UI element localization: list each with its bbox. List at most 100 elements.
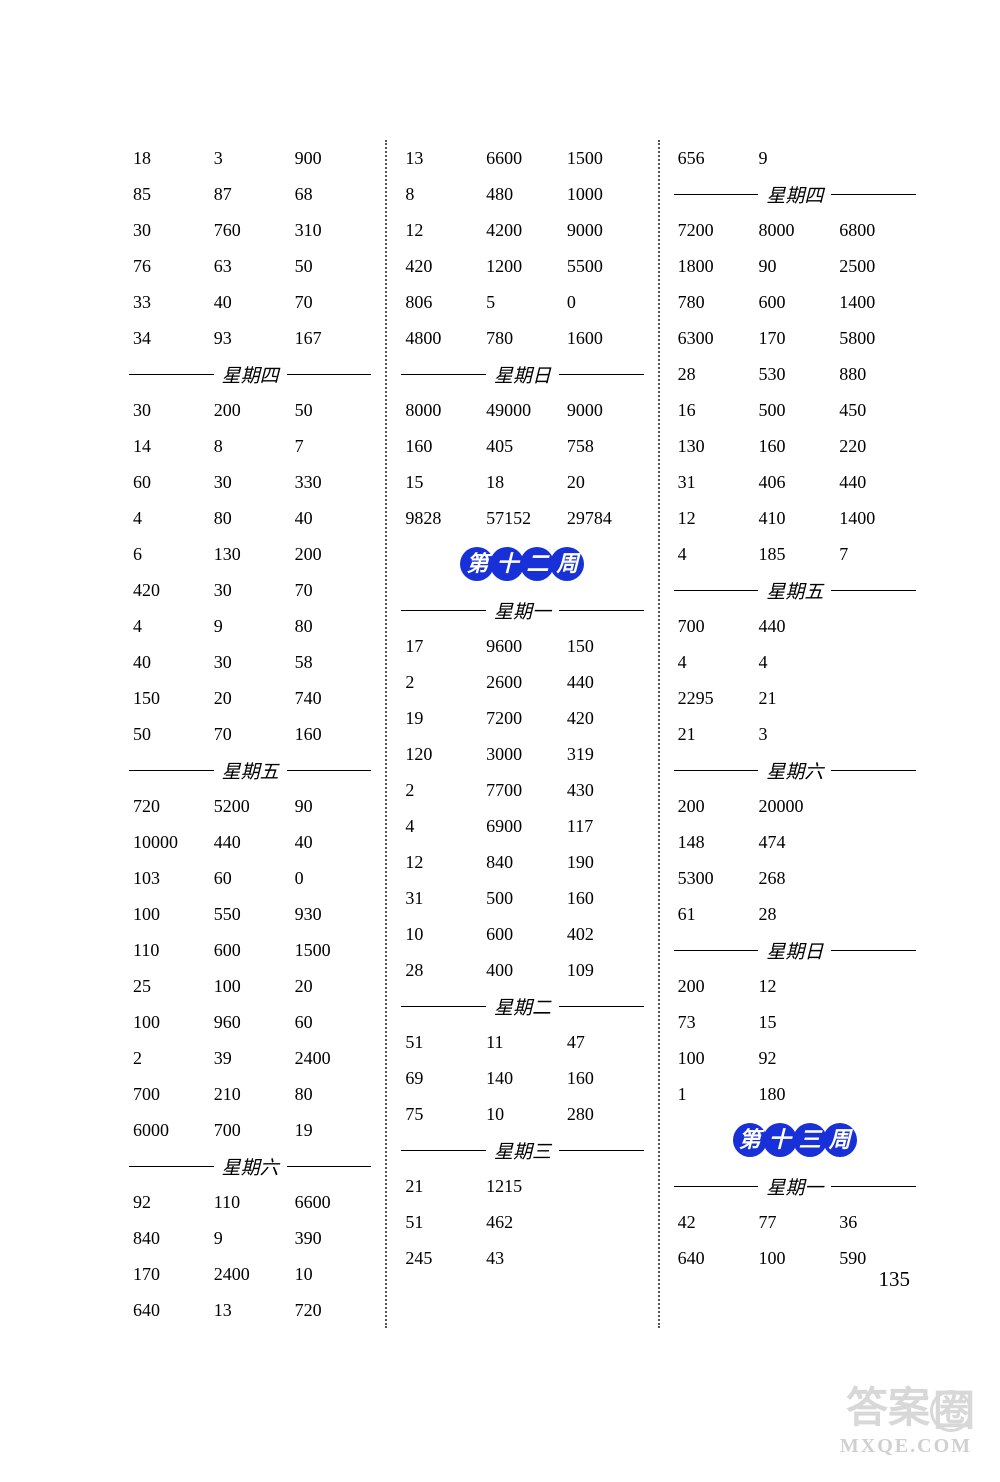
heading-line: [559, 374, 644, 375]
data-cell: 14: [129, 428, 210, 464]
data-cell: 69: [401, 1060, 482, 1096]
data-cell: 93: [210, 320, 291, 356]
data-row: 2392400: [129, 1040, 371, 1076]
data-row: 511147: [401, 1024, 643, 1060]
data-row: 6128: [674, 896, 916, 932]
data-cell: 9000: [563, 392, 644, 428]
watermark-char-circle: 圈: [930, 1390, 972, 1432]
data-row: 41857: [674, 536, 916, 572]
data-cell: 100: [754, 1240, 835, 1276]
data-cell: 7200: [482, 700, 563, 736]
data-cell: 6800: [835, 212, 916, 248]
day-label: 星期四: [220, 361, 281, 388]
data-cell: 9000: [563, 212, 644, 248]
data-cell: 0: [291, 860, 372, 896]
data-cell: 160: [754, 428, 835, 464]
heading-line: [831, 950, 916, 951]
data-cell: 15: [401, 464, 482, 500]
data-cell: 780: [674, 284, 755, 320]
data-cell: 31: [674, 464, 755, 500]
data-cell: 51: [401, 1024, 482, 1060]
data-cell: [835, 716, 916, 752]
data-cell: 310: [291, 212, 372, 248]
heading-line: [287, 374, 372, 375]
data-cell: 500: [482, 880, 563, 916]
data-cell: 1800: [674, 248, 755, 284]
data-row: 1106001500: [129, 932, 371, 968]
data-cell: 9828: [401, 500, 482, 536]
data-row: 183900: [129, 140, 371, 176]
data-cell: 8: [401, 176, 482, 212]
data-cell: 100: [210, 968, 291, 1004]
column: 1366001500848010001242009000420120055008…: [385, 140, 657, 1328]
data-cell: 160: [291, 716, 372, 752]
data-cell: 40: [129, 644, 210, 680]
data-cell: 474: [754, 824, 835, 860]
day-label: 星期五: [764, 577, 825, 604]
data-cell: 1: [674, 1076, 755, 1112]
data-row: 8409390: [129, 1220, 371, 1256]
data-cell: 12: [401, 844, 482, 880]
day-label: 星期三: [492, 1137, 553, 1164]
data-row: 10600402: [401, 916, 643, 952]
data-cell: 30: [210, 464, 291, 500]
data-cell: 92: [129, 1184, 210, 1220]
data-cell: 600: [754, 284, 835, 320]
data-row: 1203000319: [401, 736, 643, 772]
data-row: 151820: [401, 464, 643, 500]
data-cell: 330: [291, 464, 372, 500]
data-cell: 40: [291, 824, 372, 860]
data-cell: [835, 608, 916, 644]
data-cell: 200: [674, 788, 755, 824]
data-cell: 1400: [835, 284, 916, 320]
data-cell: 80: [291, 1076, 372, 1112]
data-cell: 700: [210, 1112, 291, 1148]
data-cell: 47: [563, 1024, 644, 1060]
watermark-char: 答: [846, 1384, 888, 1431]
watermark-top: 答案圈: [840, 1374, 972, 1435]
data-row: 10092: [674, 1040, 916, 1076]
data-row: 7510280: [401, 1096, 643, 1132]
data-cell: 2295: [674, 680, 755, 716]
data-cell: 7700: [482, 772, 563, 808]
data-cell: 42: [674, 1204, 755, 1240]
data-cell: 6900: [482, 808, 563, 844]
data-cell: 70: [210, 716, 291, 752]
data-cell: 19: [291, 1112, 372, 1148]
data-cell: 40: [210, 284, 291, 320]
heading-line: [401, 374, 486, 375]
data-cell: 43: [482, 1240, 563, 1276]
heading-line: [831, 770, 916, 771]
data-cell: 130: [210, 536, 291, 572]
data-row: 31500160: [401, 880, 643, 916]
data-cell: 2: [401, 664, 482, 700]
data-row: 213: [674, 716, 916, 752]
data-cell: [835, 644, 916, 680]
data-cell: 440: [210, 824, 291, 860]
heading-line: [674, 950, 759, 951]
heading-line: [129, 374, 214, 375]
week-bubble: 十: [763, 1123, 797, 1157]
data-row: 28530880: [674, 356, 916, 392]
data-row: 12840190: [401, 844, 643, 880]
data-cell: 20: [291, 968, 372, 1004]
data-cell: 600: [482, 916, 563, 952]
data-cell: 60: [291, 1004, 372, 1040]
day-heading: 星期四: [674, 176, 916, 212]
data-cell: 656: [674, 140, 755, 176]
data-cell: 10: [291, 1256, 372, 1292]
data-row: 48040: [129, 500, 371, 536]
data-cell: 2: [129, 1040, 210, 1076]
data-row: 103600: [129, 860, 371, 896]
data-cell: 36: [835, 1204, 916, 1240]
data-cell: 30: [210, 572, 291, 608]
data-cell: 0: [563, 284, 644, 320]
heading-line: [831, 1186, 916, 1187]
data-row: 42012005500: [401, 248, 643, 284]
data-cell: 550: [210, 896, 291, 932]
data-cell: 3: [754, 716, 835, 752]
data-cell: 406: [754, 464, 835, 500]
data-row: 20012: [674, 968, 916, 1004]
day-heading: 星期二: [401, 988, 643, 1024]
data-cell: 500: [754, 392, 835, 428]
